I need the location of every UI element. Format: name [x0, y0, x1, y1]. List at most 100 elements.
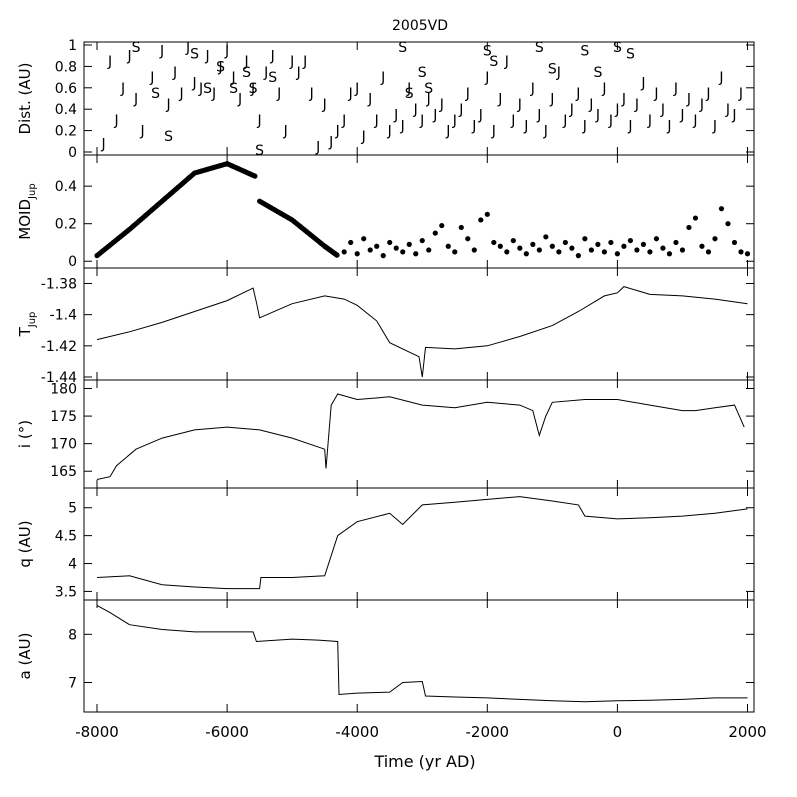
y-tick-label: 0.6: [55, 81, 77, 97]
moid-point: [510, 237, 516, 244]
y-tick-label: 0.2: [55, 124, 77, 140]
moid-point: [400, 249, 406, 255]
moid-point: [439, 222, 445, 229]
marker-jupiter: J: [660, 102, 665, 118]
moid-point: [673, 239, 679, 246]
moid-point: [536, 247, 542, 253]
marker-jupiter: J: [504, 54, 509, 70]
moid-point: [348, 239, 354, 246]
y-tick-label: 0.2: [55, 217, 77, 233]
marker-saturn: S: [405, 86, 414, 102]
marker-jupiter: J: [465, 86, 470, 102]
x-tick-label: -6000: [205, 723, 249, 741]
x-tick-label: 0: [613, 723, 623, 741]
marker-jupiter: J: [692, 113, 697, 129]
x-axis-label: Time (yr AD): [373, 752, 475, 771]
marker-jupiter: J: [679, 108, 684, 124]
marker-jupiter: J: [406, 81, 411, 97]
moid-point: [471, 247, 477, 253]
marker-saturn: S: [203, 81, 212, 97]
panel-incl: 165 170 175 180 i (°): [16, 379, 755, 489]
moid-point: [569, 245, 575, 251]
moid-point: [640, 241, 647, 247]
moid-point: [692, 215, 699, 221]
moid-point: [523, 251, 529, 257]
marker-jupiter: J: [458, 102, 463, 118]
marker-saturn: S: [418, 65, 427, 81]
marker-saturn: S: [580, 43, 589, 59]
marker-saturn: S: [255, 143, 264, 159]
moid-point: [367, 247, 373, 253]
x-tick-label: -8000: [75, 723, 119, 741]
marker-jupiter: J: [549, 92, 554, 108]
marker-jupiter: J: [133, 92, 138, 108]
marker-jupiter: J: [283, 124, 288, 140]
marker-jupiter: J: [380, 70, 385, 86]
marker-jupiter: J: [478, 108, 483, 124]
marker-jupiter: J: [400, 118, 405, 134]
marker-jupiter: J: [712, 118, 717, 134]
moid-point: [458, 224, 464, 231]
marker-jupiter: J: [165, 97, 170, 113]
y-tick-label: 0: [68, 145, 77, 161]
marker-jupiter: J: [699, 97, 704, 113]
y-tick-label: 0.4: [55, 179, 77, 195]
moid-point: [549, 243, 555, 249]
y-tick-label: -1.44: [41, 370, 77, 386]
moid-point: [686, 224, 692, 231]
marker-saturn: S: [216, 59, 225, 75]
panel-frame: [83, 487, 755, 601]
y-axis-label: a (AU): [16, 633, 34, 680]
moid-point: [432, 230, 438, 236]
marker-saturn: S: [242, 65, 251, 81]
moid-point: [699, 243, 705, 249]
moid-point: [627, 237, 634, 244]
marker-jupiter: J: [569, 102, 574, 118]
marker-jupiter: J: [582, 118, 587, 134]
marker-saturn: S: [164, 129, 173, 145]
marker-saturn: S: [249, 81, 258, 97]
moid-point: [426, 247, 432, 253]
marker-saturn: S: [483, 43, 492, 59]
marker-jupiter: J: [296, 65, 301, 81]
panel-a: 7 8 a (AU): [16, 599, 755, 713]
marker-jupiter: J: [341, 113, 346, 129]
y-axis-label-main: Dist. (AU): [16, 63, 34, 135]
y-tick-label: -1.42: [41, 339, 77, 355]
moid-point: [413, 251, 419, 257]
marker-jupiter: J: [185, 40, 190, 56]
panel-q: 3.5 4 4.5 5 q (AU): [16, 487, 755, 601]
moid-point: [252, 173, 258, 179]
y-tick-label: 0.8: [55, 59, 77, 75]
marker-jupiter: J: [419, 113, 424, 129]
marker-jupiter: J: [335, 124, 340, 140]
moid-point: [621, 243, 627, 249]
marker-jupiter: J: [718, 70, 723, 86]
marker-jupiter: J: [192, 75, 197, 91]
marker-jupiter: J: [608, 113, 613, 129]
moid-point: [374, 243, 380, 249]
marker-jupiter: J: [471, 118, 476, 134]
y-tick-label: 175: [50, 409, 77, 425]
moid-point: [406, 241, 412, 247]
marker-jupiter: J: [361, 129, 366, 145]
marker-jupiter: J: [738, 86, 743, 102]
y-tick-label: -1.4: [50, 308, 77, 324]
moid-point: [725, 221, 731, 227]
x-axis: -8000 -6000 -4000 -2000 0 2000: [75, 723, 766, 741]
marker-saturn: S: [535, 40, 544, 56]
moid-point: [660, 245, 666, 251]
y-tick-label: 0: [68, 254, 77, 270]
marker-saturn: S: [151, 86, 160, 102]
moid-point: [341, 249, 347, 255]
marker-jupiter: J: [601, 81, 606, 97]
marker-jupiter: J: [725, 102, 730, 118]
moid-point: [361, 236, 367, 242]
marker-jupiter: J: [517, 97, 522, 113]
moid-point: [634, 247, 640, 253]
y-axis-label-main: q (AU): [16, 520, 34, 567]
y-axis-label-subscript: Jup: [27, 183, 38, 200]
marker-saturn: S: [398, 40, 407, 56]
marker-jupiter: J: [113, 113, 118, 129]
